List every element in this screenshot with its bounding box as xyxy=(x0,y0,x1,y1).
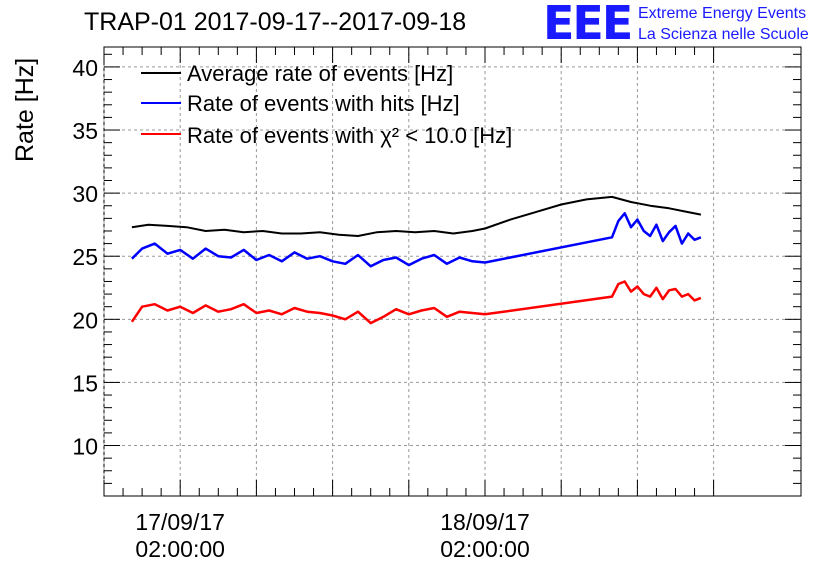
series-group xyxy=(130,195,702,325)
y-tick-label: 20 xyxy=(72,307,98,333)
series-line-chi2 xyxy=(130,280,702,325)
x-tick-label-time: 02:00:00 xyxy=(440,536,530,562)
y-tick-label: 15 xyxy=(72,370,98,396)
legend-label-average: Average rate of events [Hz] xyxy=(187,61,453,86)
x-tick-label-date: 17/09/17 xyxy=(135,509,225,535)
legend-label-chi2: Rate of events with χ² < 10.0 [Hz] xyxy=(187,123,512,148)
legend-label-hits: Rate of events with hits [Hz] xyxy=(187,91,460,116)
y-axis-label: Rate [Hz] xyxy=(11,58,39,162)
x-tick-label-date: 18/09/17 xyxy=(440,509,530,535)
y-tick-label: 40 xyxy=(72,55,98,81)
logo-line-2: La Scienza nelle Scuole xyxy=(638,26,809,43)
y-tick-label: 25 xyxy=(72,244,98,270)
legend: Average rate of events [Hz] Rate of even… xyxy=(141,61,512,148)
series-line-average xyxy=(131,195,702,237)
logo-line-1: Extreme Energy Events xyxy=(638,5,807,22)
y-tick-label: 35 xyxy=(72,118,98,144)
grid-lines xyxy=(103,47,801,496)
y-tick-labels: 10 15 20 25 30 35 40 xyxy=(72,55,98,460)
plot-frame xyxy=(103,46,802,497)
y-tick-label: 10 xyxy=(72,434,98,460)
chart-title: TRAP-01 2017-09-17--2017-09-18 xyxy=(84,8,467,36)
eee-logo-mark: EEE xyxy=(543,0,633,50)
x-tick-label-time: 02:00:00 xyxy=(135,536,225,562)
series-line-hits xyxy=(131,212,702,268)
y-tick-label: 30 xyxy=(72,181,98,207)
axis-ticks xyxy=(103,47,801,497)
